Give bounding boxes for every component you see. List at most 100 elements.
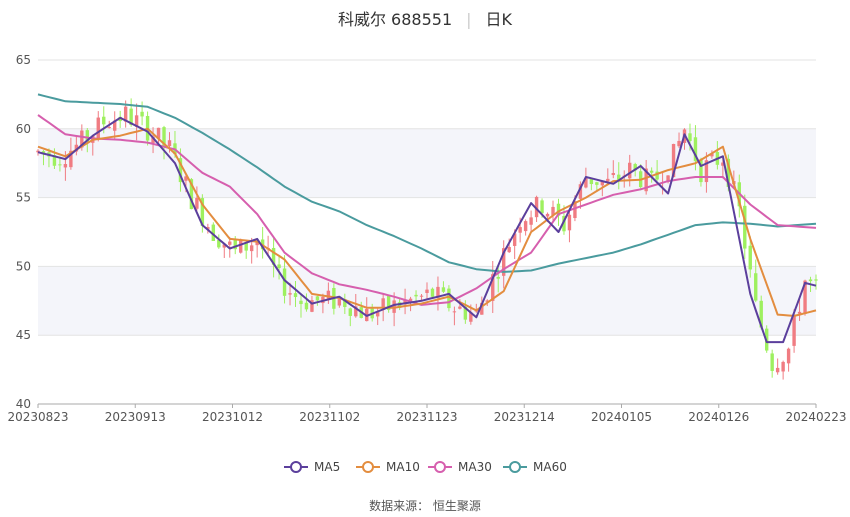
candle-body xyxy=(512,233,517,246)
candle-body xyxy=(551,206,555,216)
candle-body xyxy=(447,288,451,309)
candle-body xyxy=(649,170,654,173)
candle-body xyxy=(271,247,276,265)
candle-body xyxy=(41,151,46,154)
legend-marker xyxy=(509,461,521,473)
candle-body xyxy=(304,302,309,310)
candle-body xyxy=(239,239,243,253)
x-tick-label: 20230823 xyxy=(7,410,68,424)
data-source: 数据来源： 恒生聚源 xyxy=(0,497,850,514)
candle-body xyxy=(545,213,550,217)
ma-line-ma60 xyxy=(37,93,817,273)
moving-average-lines xyxy=(37,93,817,344)
candle-body xyxy=(436,286,440,298)
title-separator: | xyxy=(466,10,472,29)
x-tick-label: 20231123 xyxy=(396,410,457,424)
legend-label: MA30 xyxy=(458,460,492,474)
candle-body xyxy=(222,244,226,248)
candle-body xyxy=(85,130,90,142)
y-tick-label: 45 xyxy=(16,328,31,342)
candle-body xyxy=(375,311,380,317)
candle-body xyxy=(540,200,544,214)
candle-body xyxy=(96,117,100,139)
plot-band xyxy=(38,266,816,336)
x-tick-label: 20240126 xyxy=(688,410,749,424)
candle-body xyxy=(140,111,144,117)
candle-body xyxy=(726,158,731,188)
grid-lines xyxy=(38,59,816,405)
ma-line-ma10 xyxy=(37,127,817,317)
x-tick-label: 20240223 xyxy=(785,410,846,424)
candle-body xyxy=(167,140,172,147)
candle-body xyxy=(200,198,205,226)
candle-body xyxy=(228,241,232,245)
candle-body xyxy=(156,127,161,139)
candle-body xyxy=(567,214,572,231)
candle-body xyxy=(534,196,539,218)
stock-name: 科威尔 688551 xyxy=(337,10,453,29)
candle-body xyxy=(644,168,648,192)
candle-body xyxy=(326,290,331,299)
candle-body xyxy=(655,171,659,180)
plot-bands xyxy=(38,128,816,336)
legend-marker xyxy=(362,461,374,473)
candle-body xyxy=(299,300,303,305)
candle-body xyxy=(282,268,287,296)
candle-body xyxy=(184,176,188,181)
candle-body xyxy=(693,137,698,162)
candle-body xyxy=(770,353,774,371)
candle-body xyxy=(578,184,583,199)
candle-body xyxy=(419,295,424,297)
legend-marker xyxy=(290,461,302,473)
candle-body xyxy=(441,287,446,292)
x-tick-label: 20230913 xyxy=(105,410,166,424)
candle-body xyxy=(628,162,632,179)
candle-body xyxy=(293,293,298,298)
candle-body xyxy=(600,180,605,186)
chart-title: 科威尔 688551 | 日K xyxy=(0,6,850,30)
plot-band xyxy=(38,128,816,198)
legend-marker xyxy=(434,461,446,473)
candle-body xyxy=(381,298,385,309)
source-label: 数据来源： xyxy=(369,499,430,513)
candle-body xyxy=(688,133,692,141)
candle-body xyxy=(671,143,676,178)
candle-body xyxy=(217,239,221,248)
ma-line-ma5 xyxy=(37,116,817,344)
candle-body xyxy=(721,162,725,166)
candle-body xyxy=(562,215,566,232)
candle-body xyxy=(134,115,139,127)
legend-label: MA10 xyxy=(386,460,420,474)
candle-body xyxy=(403,299,407,305)
candle-body xyxy=(80,130,84,148)
candle-body xyxy=(754,273,758,301)
candle-body xyxy=(189,179,194,210)
candle-body xyxy=(249,245,254,252)
candle-body xyxy=(797,311,802,314)
x-tick-label: 20240105 xyxy=(591,410,652,424)
candle-body xyxy=(58,164,62,166)
candle-body xyxy=(244,242,248,251)
candle-body xyxy=(595,182,599,185)
candle-body xyxy=(255,240,259,246)
x-tick-label: 20231214 xyxy=(494,410,555,424)
legend-label: MA60 xyxy=(533,460,567,474)
candle-body xyxy=(808,279,813,282)
candle-body xyxy=(759,300,763,328)
candle-body xyxy=(392,300,396,313)
candle-body xyxy=(310,300,314,312)
candle-body xyxy=(469,312,473,322)
candle-body xyxy=(425,289,429,294)
candle-body xyxy=(814,279,818,281)
candle-body xyxy=(36,150,40,153)
candle-body xyxy=(589,178,594,185)
y-tick-label: 50 xyxy=(16,259,31,273)
candle-body xyxy=(507,247,511,253)
candle-body xyxy=(178,158,183,183)
candle-body xyxy=(107,127,111,129)
candle-body xyxy=(496,276,500,279)
x-tick-label: 20231012 xyxy=(202,410,263,424)
candle-body xyxy=(315,296,320,301)
candle-body xyxy=(211,224,216,241)
candle-body xyxy=(786,348,791,364)
